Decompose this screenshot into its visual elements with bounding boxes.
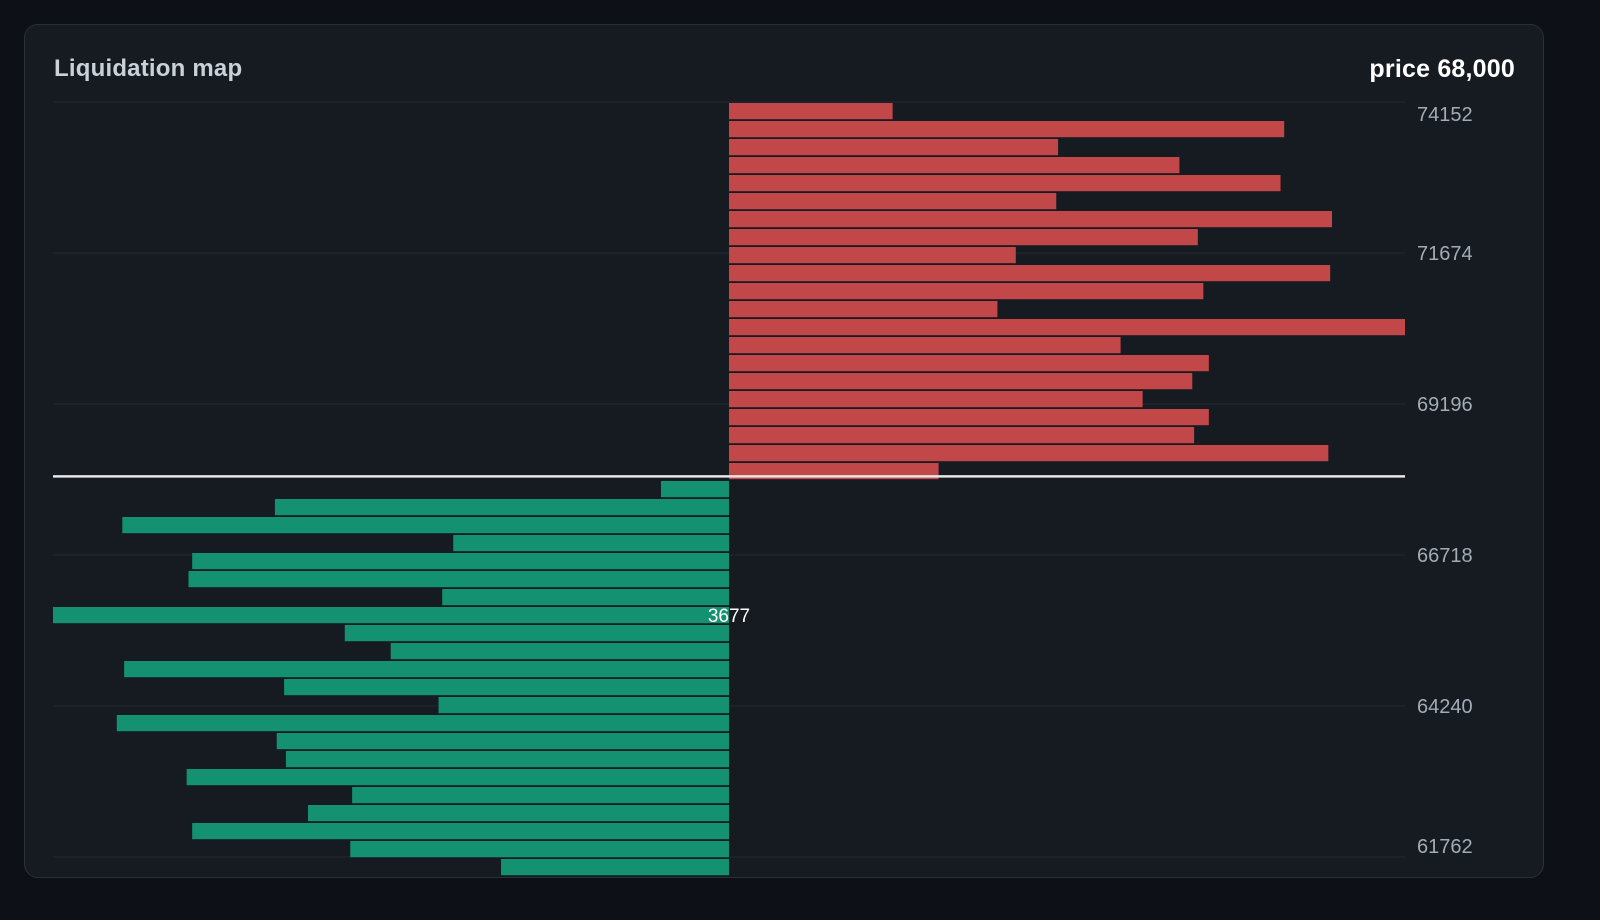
long-liquidation-bar: [122, 517, 730, 534]
long-liquidation-bar: [352, 787, 729, 804]
long-liquidation-bar: [307, 805, 729, 822]
y-axis: 74152 71674 69196 66718 64240 61762: [1417, 104, 1473, 858]
short-liquidation-bar: [729, 211, 1333, 228]
y-tick-label: 74152: [1417, 104, 1473, 126]
long-liquidation-bar: [344, 625, 729, 642]
short-liquidation-bar: [729, 247, 1016, 264]
long-liquidation-bar: [442, 589, 729, 606]
long-liquidation-bar: [453, 535, 729, 552]
short-liquidation-bar: [729, 229, 1198, 246]
short-liquidation-bar: [729, 283, 1204, 300]
short-liquidation-bar: [729, 355, 1209, 372]
long-liquidation-bar: [192, 823, 729, 840]
short-liquidation-bar: [729, 373, 1193, 390]
long-liquidation-bar: [186, 769, 729, 786]
long-liquidation-bar: [188, 571, 730, 588]
short-liquidation-bar: [729, 391, 1143, 408]
short-liquidation-bar: [729, 193, 1057, 210]
long-liquidation-bar: [192, 553, 729, 570]
short-liquidation-bar: [729, 337, 1121, 354]
short-liquidation-bar: [729, 427, 1195, 444]
long-liquidation-bar: [390, 643, 729, 660]
y-tick-label: 69196: [1417, 394, 1473, 416]
chart-title: Liquidation map: [54, 55, 243, 82]
max-value-label: 3677: [708, 606, 750, 627]
y-tick-label: 61762: [1417, 836, 1473, 858]
long-liquidation-bar: [124, 661, 730, 678]
long-liquidation-bar: [274, 499, 729, 516]
short-liquidation-bar: [729, 121, 1285, 138]
short-liquidation-bar: [729, 301, 998, 318]
short-liquidation-bar: [729, 265, 1331, 282]
long-liquidation-bar: [276, 733, 729, 750]
short-liquidation-bar: [729, 409, 1209, 426]
y-tick-label: 66718: [1417, 545, 1473, 567]
long-liquidation-bar: [660, 481, 729, 498]
y-tick-label: 71674: [1417, 243, 1473, 265]
long-liquidation-bar: [350, 841, 729, 858]
overlay: 3677: [53, 475, 1405, 627]
short-liquidation-bar: [729, 319, 1405, 336]
y-tick-label: 64240: [1417, 696, 1473, 718]
current-price-label: price 68,000: [1369, 55, 1515, 83]
long-liquidation-bar: [116, 715, 730, 732]
short-liquidation-bar: [729, 445, 1329, 462]
bars: [53, 103, 1405, 876]
long-liquidation-bar: [53, 607, 729, 624]
long-liquidation-bar: [438, 697, 729, 714]
short-liquidation-bar: [729, 139, 1059, 156]
long-liquidation-bar: [501, 859, 729, 876]
long-liquidation-bar: [284, 679, 729, 696]
short-liquidation-bar: [729, 175, 1281, 192]
short-liquidation-bar: [729, 157, 1180, 174]
short-liquidation-bar: [729, 103, 893, 120]
long-liquidation-bar: [285, 751, 729, 768]
